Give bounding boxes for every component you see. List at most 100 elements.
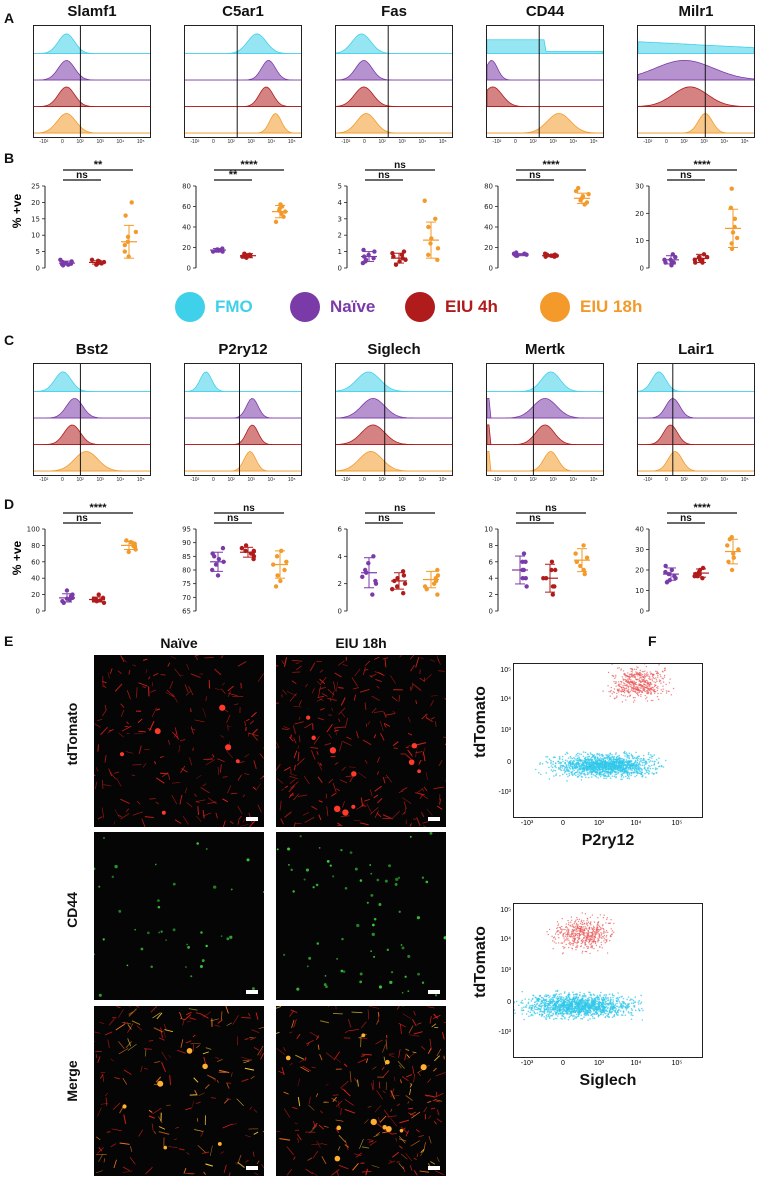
- histogram-mertk: [486, 363, 604, 476]
- significance-label: ns: [680, 170, 692, 181]
- data-point: [549, 559, 555, 564]
- scale-bar: [246, 990, 258, 994]
- histogram-x-ticks: -10² 0 10² 10³ 10⁴ 10⁵: [33, 477, 151, 483]
- flow-x-tick: -10³: [520, 1060, 534, 1067]
- data-point: [435, 567, 440, 573]
- data-point: [390, 251, 395, 256]
- tick-label: 0: [363, 477, 366, 483]
- data-point: [361, 247, 366, 253]
- data-point: [220, 545, 226, 551]
- y-tick-label: 85: [182, 553, 191, 561]
- tick-label: 10⁴: [418, 139, 427, 145]
- histogram-x-ticks: -10² 0 10² 10³ 10⁴ 10⁵: [486, 477, 604, 483]
- panel-label-f: F: [648, 633, 657, 649]
- tick-label: 10³: [549, 139, 557, 145]
- y-tick-label: 5: [36, 248, 40, 256]
- panel-label-e: E: [4, 633, 14, 649]
- data-point: [215, 573, 221, 578]
- y-tick-label: 0: [489, 608, 493, 616]
- y-tick-label: 0: [187, 265, 191, 273]
- tick-label: 10⁴: [569, 139, 578, 145]
- data-point: [58, 257, 63, 262]
- y-tick-label: 95: [182, 526, 191, 534]
- data-point: [122, 249, 128, 254]
- y-tick-label: 4: [489, 575, 494, 583]
- data-point: [578, 563, 583, 569]
- legend-item: EIU 18h: [540, 292, 642, 322]
- data-point: [370, 592, 375, 597]
- y-tick-label: 5: [338, 183, 342, 191]
- micrograph-cd44-eiu18h: [276, 832, 446, 1000]
- data-point: [731, 555, 736, 560]
- data-point: [401, 591, 406, 596]
- data-point: [64, 588, 70, 593]
- data-point: [663, 569, 668, 575]
- y-tick-label: 40: [484, 224, 493, 232]
- histogram-milr1: [637, 25, 755, 138]
- dotplot-siglech: 0 2 4 6 ns ns: [325, 503, 455, 616]
- y-tick-label: 0: [338, 608, 342, 616]
- scale-bar: [246, 817, 258, 821]
- flow-plot-siglech: [513, 903, 703, 1058]
- data-point: [524, 584, 529, 589]
- data-point: [573, 188, 579, 194]
- data-point: [89, 257, 95, 262]
- histogram-title: Bst2: [75, 341, 109, 358]
- histogram-trace: [638, 424, 754, 445]
- histogram-trace: [185, 33, 301, 54]
- y-tick-label: 2: [338, 580, 342, 588]
- significance-label: ns: [378, 513, 390, 524]
- histogram-trace: [487, 397, 603, 419]
- data-point: [123, 213, 128, 218]
- tick-label: 10⁵: [740, 477, 749, 483]
- histogram-trace: [638, 59, 754, 81]
- data-point: [399, 252, 405, 258]
- y-tick-label: 2: [338, 232, 342, 240]
- flow-x-tick: 10⁵: [671, 1060, 683, 1067]
- histogram-trace: [336, 424, 452, 445]
- data-point: [126, 549, 131, 555]
- flow-x-label: Siglech: [579, 1072, 637, 1089]
- data-point: [435, 592, 440, 597]
- dotplot-bst2: 0 20 40 60 80 100 ns ****: [23, 502, 153, 616]
- data-point: [435, 257, 440, 262]
- micro-row-merge: Merge: [64, 1060, 80, 1102]
- histogram-trace: [185, 398, 301, 419]
- data-point: [422, 198, 427, 203]
- histogram-p2ry12: [184, 363, 302, 476]
- y-tick-label: 80: [182, 183, 191, 191]
- flow-x-label: P2ry12: [581, 832, 635, 849]
- legend-item: EIU 4h: [405, 292, 498, 322]
- flow-y-label: tdTomato: [472, 686, 489, 758]
- tick-label: -10²: [643, 139, 653, 145]
- tick-label: 0: [61, 139, 64, 145]
- significance-label: ****: [693, 160, 711, 171]
- tick-label: 10⁵: [438, 477, 447, 483]
- y-tick-label: 20: [31, 199, 40, 207]
- flow-y-tick: 10⁵: [500, 667, 511, 674]
- histogram-trace: [34, 33, 150, 54]
- y-tick-label: 70: [182, 594, 191, 602]
- legend-label: EIU 18h: [580, 297, 643, 316]
- tick-label: 0: [665, 477, 668, 483]
- micro-row-tdtomato: tdTomato: [64, 702, 80, 766]
- tick-label: 10²: [680, 477, 688, 483]
- histogram-trace: [487, 39, 603, 54]
- tick-label: 10⁴: [116, 139, 125, 145]
- histogram-title: P2ry12: [218, 341, 268, 358]
- micrograph-merge-naive: [94, 1006, 264, 1176]
- data-point: [725, 543, 730, 548]
- tick-label: 10²: [529, 139, 537, 145]
- tick-label: -10²: [341, 477, 351, 483]
- y-tick-label: 3: [338, 215, 342, 223]
- legend-item: FMO: [175, 292, 253, 322]
- data-point: [584, 200, 590, 205]
- significance-label: ns: [243, 503, 255, 514]
- histogram-title: Siglech: [367, 341, 421, 358]
- tick-label: 0: [665, 139, 668, 145]
- histogram-trace: [638, 86, 754, 107]
- histogram-trace: [34, 113, 150, 134]
- flow-x-tick: 0: [561, 820, 565, 827]
- data-point: [366, 560, 371, 566]
- tick-label: 0: [514, 477, 517, 483]
